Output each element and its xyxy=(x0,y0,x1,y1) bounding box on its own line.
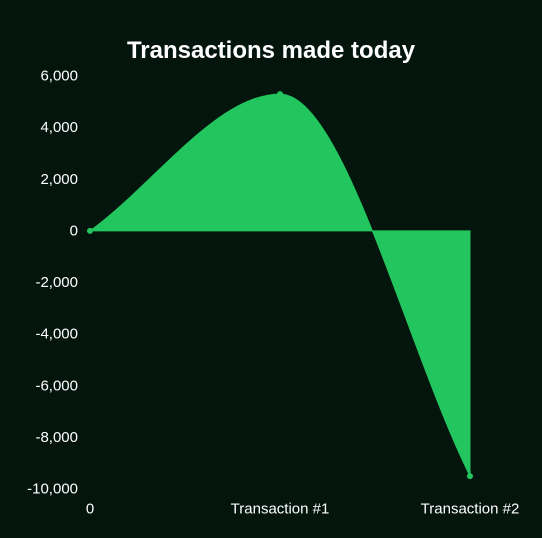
x-tick-label: Transaction #1 xyxy=(231,501,330,518)
x-tick-label: Transaction #2 xyxy=(421,501,520,518)
y-tick-label: 2,000 xyxy=(40,171,78,188)
y-tick-label: 0 xyxy=(70,222,78,239)
y-tick-label: 4,000 xyxy=(40,119,78,136)
y-axis-ticks: 6,000 4,000 2,000 0 -2,000 -4,000 -6,000 -8,000… xyxy=(27,68,78,498)
x-tick-label: 0 xyxy=(86,501,94,518)
area-layer xyxy=(90,94,470,476)
data-point-2[interactable] xyxy=(467,473,473,479)
series-area xyxy=(90,94,470,476)
x-axis-ticks: 0 Transaction #1 Transaction #2 xyxy=(86,501,520,518)
y-tick-label: -10,000 xyxy=(27,481,78,498)
data-point-1[interactable] xyxy=(277,91,283,97)
y-tick-label: -6,000 xyxy=(35,377,78,394)
y-tick-label: 6,000 xyxy=(40,68,78,85)
y-tick-label: -8,000 xyxy=(35,429,78,446)
data-point-0[interactable] xyxy=(87,228,93,234)
y-tick-label: -2,000 xyxy=(35,274,78,291)
y-tick-label: -4,000 xyxy=(35,326,78,343)
